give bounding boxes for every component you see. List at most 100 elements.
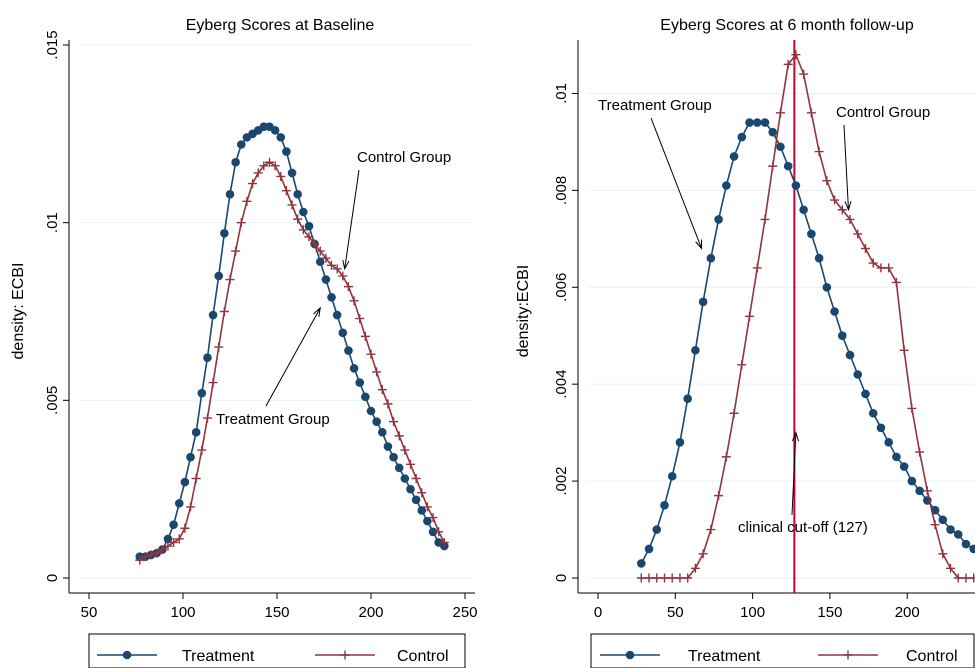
- data-point: [915, 447, 925, 457]
- data-point: [355, 314, 365, 324]
- series-line: [139, 125, 445, 558]
- data-point: [372, 367, 382, 377]
- data-point: [202, 413, 212, 423]
- legend-swatch-marker: [122, 650, 132, 660]
- y-tick-label: .01: [553, 83, 570, 104]
- data-point: [299, 207, 308, 217]
- data-point: [799, 69, 809, 79]
- data-point: [389, 452, 398, 462]
- data-point: [389, 417, 399, 427]
- x-tick-label: 150: [264, 604, 289, 621]
- data-point: [220, 229, 229, 238]
- data-point: [208, 378, 218, 388]
- data-point: [675, 438, 685, 447]
- data-point: [225, 275, 235, 285]
- data-point: [636, 573, 646, 583]
- data-point: [683, 573, 693, 583]
- gridlines-0: [79, 44, 473, 579]
- data-point: [938, 515, 948, 525]
- data-point: [892, 452, 901, 462]
- data-point: [180, 523, 190, 533]
- data-point: [293, 214, 303, 224]
- data-point: [423, 516, 432, 526]
- data-point: [698, 297, 708, 307]
- data-point: [807, 229, 816, 239]
- legend-1: Treatment Control: [590, 633, 975, 668]
- data-point: [361, 392, 370, 402]
- annotation-arrow: [650, 117, 703, 249]
- annotation-arrow-head: [791, 431, 800, 442]
- data-point: [321, 275, 331, 284]
- annotation-label: clinical cut-off (127): [738, 519, 868, 536]
- data-point: [868, 258, 878, 268]
- series-control: [135, 157, 449, 565]
- y-axis-label-baseline: density: ECBI: [10, 263, 27, 360]
- y-tick-label: .004: [553, 370, 570, 399]
- annotation-label: Control Group: [357, 149, 451, 166]
- y-tick-label: .01: [44, 212, 61, 233]
- data-point: [760, 118, 770, 127]
- data-point: [287, 200, 297, 210]
- y-tick-label: .005: [44, 386, 61, 415]
- x-tick-label: 150: [817, 604, 842, 621]
- data-point: [405, 459, 415, 469]
- data-point: [163, 541, 173, 551]
- data-point: [169, 520, 178, 529]
- data-point: [953, 530, 963, 539]
- data-point: [667, 573, 677, 583]
- data-point: [907, 476, 917, 486]
- data-point: [191, 474, 201, 484]
- data-point: [737, 360, 747, 370]
- data-point: [806, 108, 816, 118]
- data-point: [915, 486, 924, 496]
- data-point: [270, 125, 280, 135]
- axes-1: 0 .002 .004 .006 .008 .01 0 50 100 150 200: [553, 40, 975, 621]
- data-point: [791, 50, 801, 60]
- data-point: [899, 462, 909, 471]
- y-tick-label: .006: [553, 273, 570, 302]
- x-tick-label: 200: [358, 604, 383, 621]
- data-point: [745, 311, 755, 321]
- legend-swatch-marker: [843, 650, 853, 660]
- data-point: [394, 463, 404, 473]
- annotation-arrow-head: [695, 239, 703, 250]
- data-point: [281, 186, 291, 196]
- data-point: [253, 168, 263, 178]
- data-point: [327, 292, 336, 302]
- data-point: [344, 346, 353, 355]
- data-point: [321, 253, 331, 263]
- data-point: [737, 132, 747, 142]
- data-point: [428, 527, 438, 537]
- annotation: clinical cut-off (127): [738, 431, 868, 536]
- data-point: [394, 431, 404, 441]
- data-point: [304, 232, 314, 242]
- y-tick-label: .015: [44, 30, 61, 59]
- data-point: [315, 257, 325, 267]
- data-point: [853, 370, 863, 379]
- data-point: [768, 161, 778, 171]
- annotation: Treatment Group: [598, 97, 712, 250]
- axes-0: 0 .005 .01 .015 50 100 150 200 250: [44, 30, 478, 621]
- data-point: [242, 196, 252, 206]
- data-point: [930, 520, 940, 530]
- series-line: [139, 161, 446, 561]
- data-point: [264, 157, 274, 167]
- data-point: [752, 263, 762, 273]
- data-point: [652, 573, 662, 583]
- data-point: [636, 559, 646, 568]
- data-point: [675, 573, 685, 583]
- data-point: [837, 205, 847, 215]
- data-point: [332, 310, 342, 320]
- data-point: [422, 502, 432, 512]
- data-point: [174, 499, 184, 508]
- annotation-arrow: [843, 124, 849, 210]
- chart-title-baseline: Eyberg Scores at Baseline: [186, 17, 375, 34]
- data-point: [644, 573, 654, 583]
- data-point: [383, 399, 393, 409]
- data-point: [868, 408, 878, 418]
- legend-box: [590, 633, 975, 668]
- data-point: [152, 548, 162, 558]
- data-point: [721, 452, 731, 462]
- data-point: [270, 161, 280, 171]
- data-point: [845, 214, 855, 224]
